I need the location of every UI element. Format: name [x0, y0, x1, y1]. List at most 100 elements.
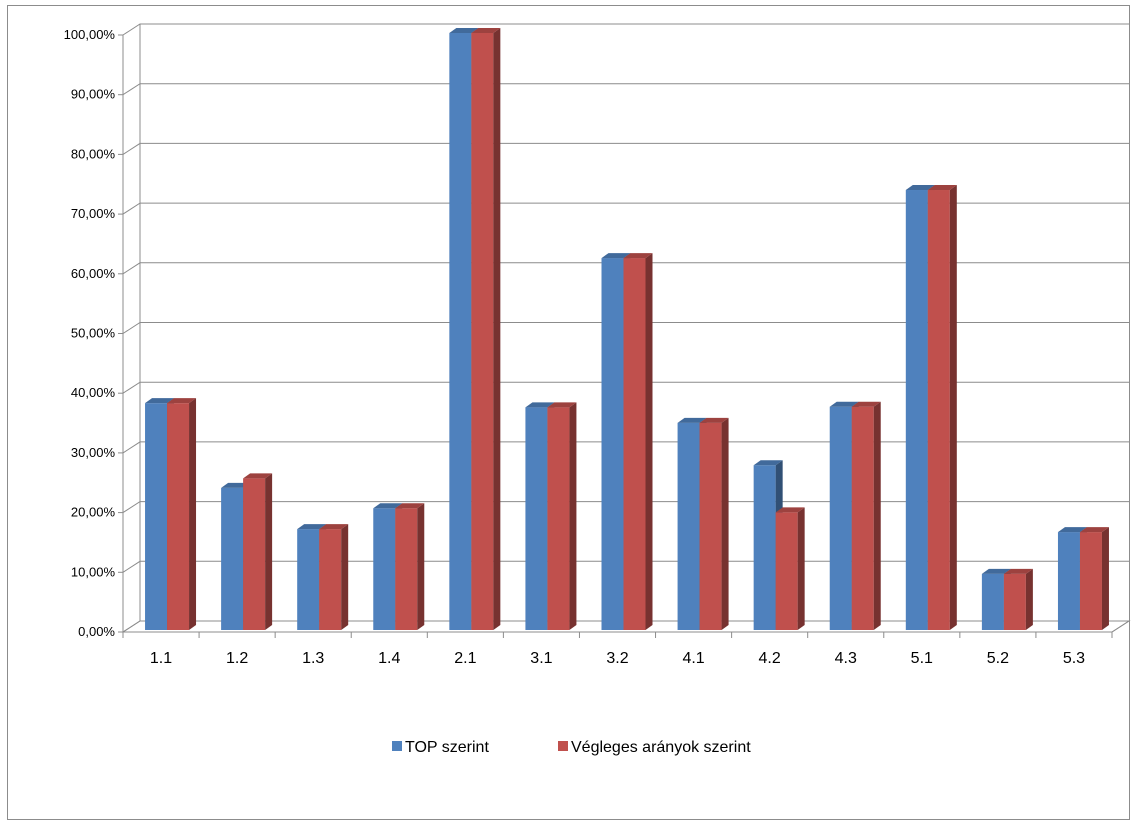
y-tick-label: 0,00% [78, 624, 115, 639]
y-tick-label: 90,00% [71, 87, 116, 102]
bar-top-1.2 [221, 487, 244, 630]
bar-side [873, 401, 881, 630]
bar-top [905, 185, 935, 191]
bar-vegleges-2.1 [471, 33, 494, 630]
gridline [122, 441, 1129, 454]
bar-top-3.2 [601, 258, 624, 630]
x-tick-label: 2.1 [454, 650, 476, 667]
gridline [122, 322, 1129, 334]
bar-top [1079, 527, 1109, 533]
bar-top [601, 253, 631, 259]
bar-side [1025, 568, 1033, 630]
bar-top-5.1 [905, 190, 928, 631]
gridline [122, 501, 1129, 514]
gridline [122, 202, 1129, 215]
bar-top [243, 473, 273, 479]
bar-top [1057, 527, 1087, 533]
bar-vegleges-4.2 [775, 512, 798, 630]
bar-vegleges-3.2 [623, 258, 646, 630]
bar-vegleges-1.1 [167, 403, 190, 630]
y-tick-label: 20,00% [71, 505, 116, 520]
bar-side [949, 185, 957, 631]
bar-top [753, 460, 783, 466]
x-tick-label: 1.1 [150, 650, 172, 667]
y-tick-label: 100,00% [64, 27, 116, 42]
bar-side [1101, 527, 1109, 630]
legend-label: Végleges arányok szerint [571, 739, 751, 756]
bar-vegleges-1.2 [243, 478, 266, 630]
bar-side [189, 398, 197, 630]
bar-vegleges-4.3 [851, 406, 874, 630]
gridline [122, 142, 1129, 155]
bar-vegleges-5.1 [927, 190, 950, 631]
bar-top [525, 402, 555, 408]
bar-side [493, 28, 501, 630]
y-tick-label: 30,00% [71, 445, 116, 460]
bar-vegleges-5.3 [1079, 532, 1102, 630]
bar-top-4.1 [677, 422, 700, 630]
bar-side [645, 253, 653, 630]
bar-top-4.2 [753, 465, 776, 630]
x-tick-label: 5.3 [1063, 650, 1085, 667]
x-tick-label: 5.1 [911, 650, 933, 667]
y-tick-label: 10,00% [71, 564, 116, 579]
bar-side [797, 507, 805, 630]
bar-top-3.1 [525, 407, 548, 630]
bar-top [927, 185, 957, 191]
legend-swatch [558, 741, 568, 751]
bar-top [623, 253, 653, 259]
bar-side [417, 503, 425, 630]
y-tick-label: 50,00% [71, 326, 116, 341]
x-tick-label: 4.1 [682, 650, 704, 667]
y-tick-label: 70,00% [71, 206, 116, 221]
x-tick-label: 1.2 [226, 650, 248, 667]
bar-top [373, 503, 403, 509]
bar-top [699, 417, 729, 423]
bar-top [319, 524, 349, 530]
bar-top-5.2 [981, 573, 1004, 630]
bar-vegleges-3.1 [547, 407, 570, 630]
bar-side [721, 417, 729, 630]
x-tick-label: 3.1 [530, 650, 552, 667]
bar-top [221, 482, 251, 488]
bar-side [341, 524, 349, 630]
x-tick-label: 5.2 [987, 650, 1009, 667]
y-tick-label: 40,00% [71, 385, 116, 400]
bar-vegleges-5.2 [1003, 573, 1026, 630]
bar-top [471, 28, 501, 33]
y-tick-label: 60,00% [71, 266, 116, 281]
bar-top-4.3 [829, 406, 852, 630]
gridline [122, 262, 1129, 275]
gridline [122, 381, 1129, 394]
bar-vegleges-1.4 [395, 508, 418, 630]
bar-top-2.1 [449, 33, 472, 630]
bar-top [145, 398, 175, 404]
legend-swatch [392, 741, 402, 751]
legend-label: TOP szerint [405, 739, 489, 756]
bar-top [1003, 568, 1033, 574]
x-tick-label: 4.3 [835, 650, 857, 667]
bar-side [569, 402, 577, 630]
bar-vegleges-1.3 [319, 529, 342, 630]
bar-side [265, 473, 273, 630]
y-tick-label: 80,00% [71, 146, 116, 161]
bar-top [775, 507, 805, 513]
bar-top-1.3 [297, 529, 320, 630]
bar-top-1.1 [145, 403, 168, 630]
x-tick-label: 4.2 [759, 650, 781, 667]
bar-top [297, 524, 327, 530]
bar-vegleges-4.1 [699, 422, 722, 630]
x-tick-label: 1.3 [302, 650, 324, 667]
bar-top-1.4 [373, 508, 396, 630]
x-tick-label: 1.4 [378, 650, 400, 667]
gridline [122, 23, 1129, 36]
bar-top-5.3 [1057, 532, 1080, 630]
gridline [122, 83, 1129, 96]
bar-top [167, 398, 197, 404]
bar-top [547, 402, 577, 408]
x-tick-label: 3.2 [606, 650, 628, 667]
bar-top [981, 568, 1011, 574]
bar-top [829, 401, 859, 407]
bar-top [851, 401, 881, 407]
